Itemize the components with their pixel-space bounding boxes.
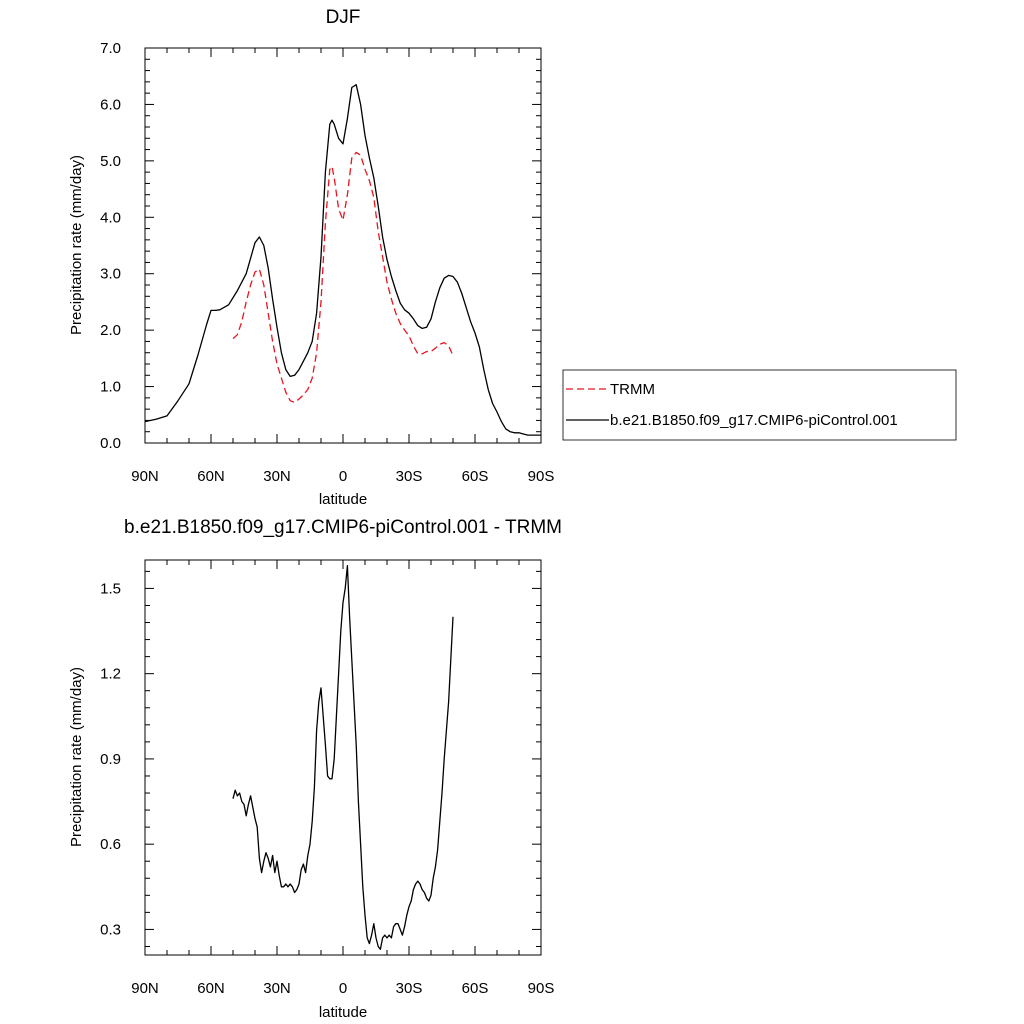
bottom-xtick-label: 30N [263, 980, 291, 997]
top-ytick-label: 4.0 [100, 209, 121, 226]
bottom-ytick-label: 0.6 [100, 836, 121, 853]
top-chart-series [144, 84, 541, 436]
bottom-xtick-label: 90N [131, 980, 159, 997]
top-xtick-label: 90N [131, 468, 159, 485]
bottom-ytick-label: 0.3 [100, 921, 121, 938]
top-xtick-label: 30S [396, 468, 423, 485]
bottom-chart-xlabel: latitude [319, 1004, 367, 1021]
bottom-chart: b.e21.B1850.f09_g17.CMIP6-piControl.001 … [68, 517, 562, 1021]
bottom-xtick-label: 30S [396, 980, 423, 997]
top-series-line-1 [144, 84, 541, 436]
legend-label-model: b.e21.B1850.f09_g17.CMIP6-piControl.001 [610, 412, 898, 429]
top-ytick-label: 3.0 [100, 266, 121, 283]
bottom-chart-series [232, 565, 454, 950]
top-chart: DJF Precipitation rate (mm/day) latitude… [68, 7, 554, 508]
top-xtick-label: 60N [197, 468, 225, 485]
bottom-xtick-label: 60N [197, 980, 225, 997]
top-chart-ticks: 90N 60N 30N 0 30S 60S 90S 0.0 1.0 2.0 3.0 4.0 5.0 6.0… [100, 40, 554, 485]
bottom-ytick-label: 1.5 [100, 580, 121, 597]
top-ytick-label: 2.0 [100, 322, 121, 339]
top-xtick-label: 30N [263, 468, 291, 485]
top-ytick-label: 6.0 [100, 96, 121, 113]
legend-box [562, 369, 957, 441]
top-ytick-label: 0.0 [100, 435, 121, 452]
top-xtick-label: 90S [528, 468, 555, 485]
top-series-line-0 [232, 151, 454, 404]
bottom-xtick-label: 90S [528, 980, 555, 997]
bottom-ytick-label: 0.9 [100, 751, 121, 768]
legend: TRMM b.e21.B1850.f09_g17.CMIP6-piControl… [562, 369, 957, 441]
bottom-ytick-label: 1.2 [100, 666, 121, 683]
top-xtick-label: 60S [462, 468, 489, 485]
bottom-chart-ticks: 90N 60N 30N 0 30S 60S 90S 0.3 0.6 0.9 1.2 1.5 [100, 560, 554, 997]
bottom-chart-ylabel: Precipitation rate (mm/day) [68, 667, 85, 847]
bottom-xtick-label: 0 [339, 980, 347, 997]
top-chart-frame [144, 47, 542, 444]
top-xtick-label: 0 [339, 468, 347, 485]
top-chart-xlabel: latitude [319, 491, 367, 508]
bottom-xtick-label: 60S [462, 980, 489, 997]
top-chart-ylabel: Precipitation rate (mm/day) [68, 155, 85, 335]
bottom-chart-title: b.e21.B1850.f09_g17.CMIP6-piControl.001 … [124, 517, 562, 538]
top-chart-title: DJF [326, 7, 361, 28]
bottom-series-line-0 [232, 565, 454, 950]
top-ytick-label: 5.0 [100, 153, 121, 170]
bottom-chart-frame [144, 559, 542, 956]
legend-label-trmm: TRMM [610, 381, 655, 398]
top-ytick-label: 1.0 [100, 379, 121, 396]
top-ytick-label: 7.0 [100, 40, 121, 57]
